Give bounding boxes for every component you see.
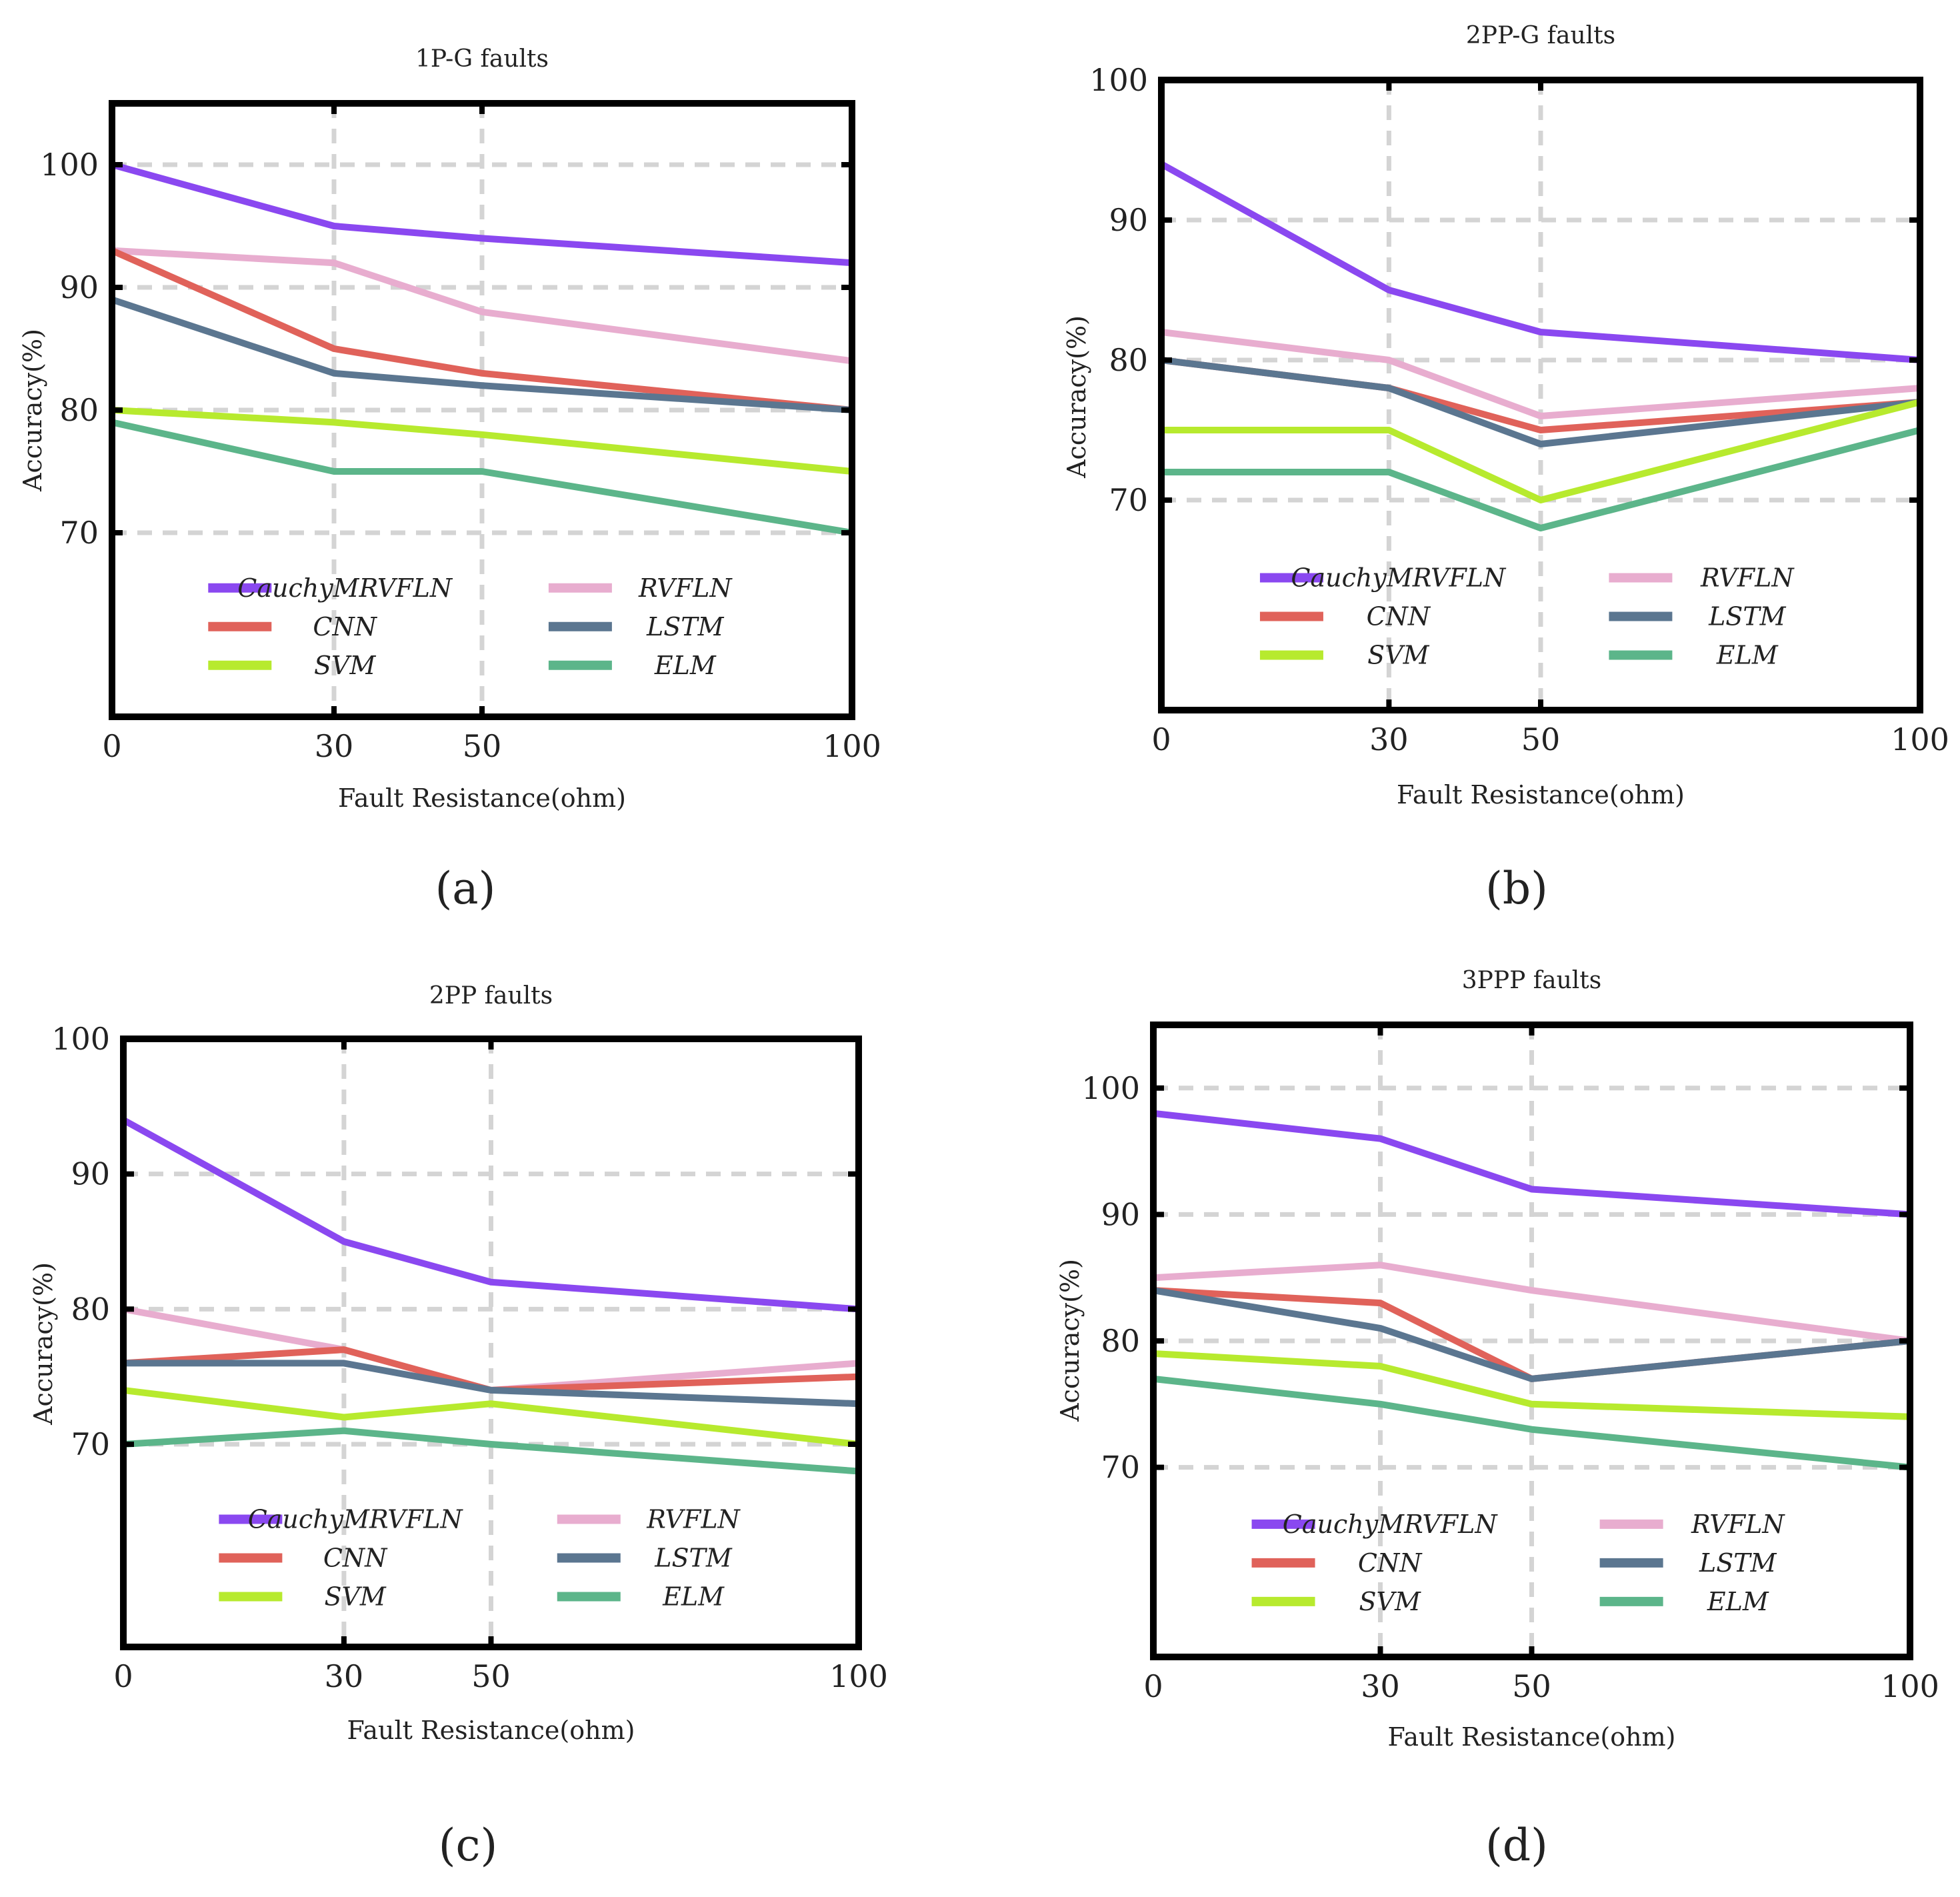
chart-panel-3: 70 80 90 100 0 30 50 100 2PP faults Fault Resista… [29,982,888,1745]
series-line-cauchymrvfln [1153,1110,1911,1218]
legend-label-lstm: LSTM [646,612,725,641]
series-line-lstm [123,1360,859,1408]
x-tick-label: 50 [1521,721,1561,757]
series-line-cnn [123,1346,859,1394]
y-tick-label: 70 [1101,1450,1140,1486]
y-tick-label: 80 [1109,342,1148,378]
x-axis-label: Fault Resistance(ohm) [338,783,626,813]
x-axis-label: Fault Resistance(ohm) [1388,1722,1676,1752]
x-tick-label: 100 [829,1658,888,1694]
y-tick-label: 90 [1109,202,1148,238]
series-line-rvfln [1153,1262,1911,1344]
series-line-cauchymrvfln [1159,161,1921,363]
legend-label-svm: SVM [1367,641,1429,670]
legend-label-elm: ELM [1707,1587,1769,1616]
legend-label-cnn: CNN [313,612,377,641]
series-line-elm [1153,1375,1911,1471]
panel-label: (b) [1485,863,1548,914]
legend-label-elm: ELM [662,1582,725,1611]
series-line-cnn [110,247,853,413]
x-tick-label: 50 [463,728,502,764]
y-tick-label: 80 [1101,1323,1140,1359]
y-tick-label: 80 [71,1291,110,1327]
legend-label-svm: SVM [324,1582,386,1611]
legend-label-lstm: LSTM [1699,1548,1777,1578]
chart-panel-4: 70 80 90 100 0 30 50 100 3PPP faults Fault Resist… [1055,967,1939,1752]
legend-label-elm: ELM [1716,641,1779,670]
panel-label: (d) [1485,1820,1548,1871]
y-tick-label: 100 [1081,1070,1140,1106]
y-tick-label: 100 [51,1021,110,1057]
series-line-lstm [111,296,853,413]
x-tick-label: 100 [1891,721,1949,757]
chart-title: 2PP faults [429,982,553,1010]
legend-label-cnn: CNN [1358,1548,1423,1578]
x-tick-label: 0 [113,1658,133,1694]
y-tick-label: 80 [59,392,99,428]
x-tick-label: 30 [315,728,354,764]
x-tick-label: 100 [823,728,881,764]
panel-label: (c) [439,1820,497,1871]
x-tick-label: 0 [1151,721,1171,757]
legend-label-cauchymrvfln: CauchyMRVFLN [1291,563,1507,593]
chart-panel-2: 70 80 90 100 0 30 50 100 2PP-G faults Fault Resis… [1062,22,1949,809]
y-tick-label: 70 [71,1426,110,1462]
x-tick-label: 30 [325,1658,364,1694]
chart-title: 2PP-G faults [1466,22,1615,49]
y-tick-label: 90 [59,269,99,305]
series-line-svm [123,1386,859,1448]
y-axis-label: Accuracy(%) [1055,1259,1085,1422]
series-line-svm [1153,1350,1911,1420]
x-tick-label: 0 [102,728,121,764]
series-line-lstm [1153,1287,1911,1382]
series-line-cauchymrvfln [111,161,853,267]
legend-label-elm: ELM [654,651,717,680]
x-axis-label: Fault Resistance(ohm) [1397,780,1685,809]
series-line-rvfln [1161,329,1921,419]
series-line-svm [111,407,853,475]
series-line-elm [123,1427,859,1475]
y-axis-label: Accuracy(%) [18,329,47,492]
x-axis-label: Fault Resistance(ohm) [347,1716,635,1745]
x-tick-label: 50 [471,1658,511,1694]
legend-label-cnn: CNN [323,1543,388,1572]
legend-label-rvfln: RVFLN [646,1504,741,1534]
series-line-svm [1161,399,1921,503]
x-tick-label: 100 [1881,1668,1939,1704]
legend-label-rvfln: RVFLN [1691,1510,1785,1539]
legend-label-lstm: LSTM [654,1543,733,1572]
legend-label-cauchymrvfln: CauchyMRVFLN [1283,1510,1499,1539]
series-line-elm [1161,427,1921,531]
legend-label-cauchymrvfln: CauchyMRVFLN [237,573,453,603]
y-axis-label: Accuracy(%) [1062,315,1091,479]
series-line-elm [111,419,853,536]
y-tick-label: 70 [1109,482,1148,518]
series-line-lstm [1161,357,1921,447]
x-tick-label: 50 [1512,1668,1551,1704]
x-tick-label: 0 [1143,1668,1163,1704]
legend-label-svm: SVM [314,651,376,680]
panel-label: (a) [435,863,496,914]
y-tick-label: 100 [1089,62,1148,98]
y-tick-label: 70 [59,515,99,551]
chart-panel-1: 70 80 90 100 0 30 50 100 1P-G faults Fault Resist… [18,45,881,813]
x-tick-label: 30 [1369,721,1409,757]
legend-label-lstm: LSTM [1708,602,1787,631]
series-line-rvfln [111,247,853,365]
legend-label-rvfln: RVFLN [1700,563,1795,593]
y-axis-label: Accuracy(%) [29,1262,58,1426]
legend-label-cnn: CNN [1367,602,1431,631]
y-tick-label: 90 [71,1156,110,1192]
x-tick-label: 30 [1361,1668,1400,1704]
legend-label-svm: SVM [1359,1587,1421,1616]
series-line-cauchymrvfln [121,1117,859,1313]
y-tick-label: 100 [40,147,99,183]
y-tick-label: 90 [1101,1196,1140,1232]
chart-title: 3PPP faults [1462,967,1601,994]
legend-label-cauchymrvfln: CauchyMRVFLN [248,1504,464,1534]
chart-title: 1P-G faults [415,45,549,73]
legend-label-rvfln: RVFLN [638,573,733,603]
